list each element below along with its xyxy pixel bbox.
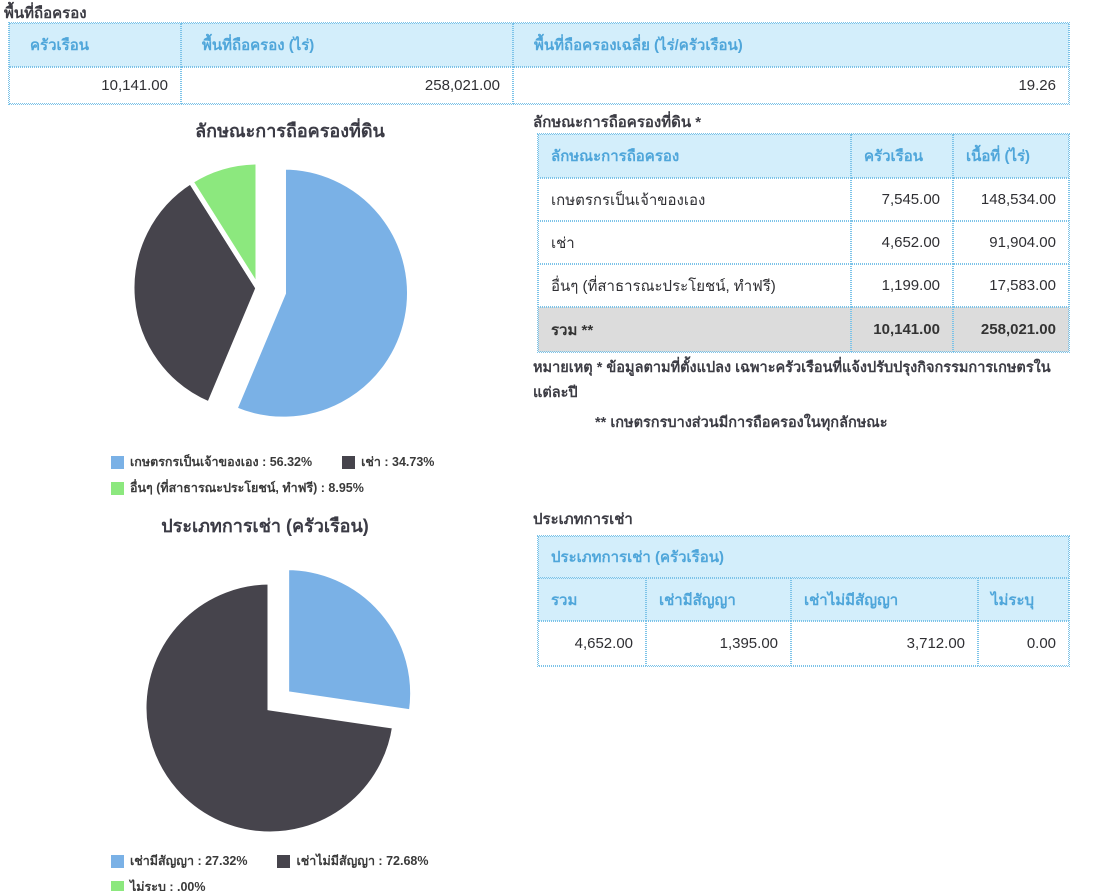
pie-slice-1[interactable] [141,579,398,837]
legend-item-other[interactable]: อื่นๆ (ที่สาธารณะประโยชน์, ทำฟรี) : 8.95… [111,478,364,498]
legend-item-owner[interactable]: เกษตรกรเป็นเจ้าของเอง : 56.32% [111,452,312,472]
area-col-area: พื้นที่ถือครอง (ไร่) [181,23,513,67]
legend-label-other: อื่นๆ (ที่สาธารณะประโยชน์, ทำฟรี) : 8.95… [130,481,364,495]
pie-slice-2[interactable] [187,159,261,297]
holding-table: ลักษณะการถือครอง ครัวเรือน เนื้อที่ (ไร่… [537,133,1070,353]
holding-total-area: 258,021.00 [953,307,1069,352]
legend-label-no-contract: เช่าไม่มีสัญญา : 72.68% [296,854,429,868]
rental-span-header: ประเภทการเช่า (ครัวเรือน) [538,536,1070,578]
holding-col-type: ลักษณะการถือครอง [538,134,851,178]
holding-chart-title: ลักษณะการถือครองที่ดิน [195,121,385,141]
area-table-data-row: 10,141.00 258,021.00 19.26 [9,67,1069,104]
rental-data-row: 4,652.00 1,395.00 3,712.00 0.00 [538,621,1070,666]
rental-col-no-contract: เช่าไม่มีสัญญา [791,578,978,621]
holding-note-2: ** เกษตรกรบางส่วนมีการถือครองในทุกลักษณะ [595,415,888,431]
legend-label-owner: เกษตรกรเป็นเจ้าของเอง : 56.32% [130,455,313,469]
area-average-value: 19.26 [513,67,1069,104]
holding-other-label: อื่นๆ (ที่สาธารณะประโยชน์, ทำฟรี) [538,264,851,307]
pie-slice-1[interactable] [129,177,261,408]
legend-swatch-contract-icon [111,854,124,868]
holding-pie-chart [129,159,412,422]
area-area-value: 258,021.00 [181,67,513,104]
legend-item-contract[interactable]: เช่ามีสัญญา : 27.32% [111,851,247,871]
pie-slice-0[interactable] [231,164,412,422]
legend-label-rent: เช่า : 34.73% [361,455,435,469]
holding-note-1: หมายเหตุ * ข้อมูลตามที่ตั้งแปลง เฉพาะครั… [533,360,1051,401]
holding-owner-area: 148,534.00 [953,178,1069,221]
legend-item-unspecified[interactable]: ไม่ระบุ : .00% [111,877,206,891]
rental-no-contract-value: 3,712.00 [791,621,978,666]
holding-other-households: 1,199.00 [851,264,953,307]
legend-swatch-other-icon [111,481,124,495]
area-households-value: 10,141.00 [9,67,181,104]
holding-rent-area: 91,904.00 [953,221,1069,264]
holding-col-households: ครัวเรือน [851,134,953,178]
legend-swatch-owner-icon [111,455,124,469]
rental-col-contract: เช่ามีสัญญา [646,578,791,621]
area-col-households: ครัวเรือน [9,23,181,67]
holding-row-rent: เช่า 4,652.00 91,904.00 [538,221,1069,264]
legend-item-rent[interactable]: เช่า : 34.73% [342,452,434,472]
holding-row-other: อื่นๆ (ที่สาธารณะประโยชน์, ทำฟรี) 1,199.… [538,264,1069,307]
holding-col-area: เนื้อที่ (ไร่) [953,134,1069,178]
holding-notes: หมายเหตุ * ข้อมูลตามที่ตั้งแปลง เฉพาะครั… [533,356,1068,436]
area-table-header-row: ครัวเรือน พื้นที่ถือครอง (ไร่) พื้นที่ถื… [9,23,1069,67]
pie-slice-0[interactable] [284,565,416,715]
legend-label-contract: เช่ามีสัญญา : 27.32% [130,854,248,868]
legend-swatch-rent-icon [342,455,356,469]
legend-swatch-unspecified-icon [111,880,124,891]
holding-rent-households: 4,652.00 [851,221,953,264]
rental-total-value: 4,652.00 [538,621,646,666]
holding-row-owner: เกษตรกรเป็นเจ้าของเอง 7,545.00 148,534.0… [538,178,1069,221]
legend-label-unspecified: ไม่ระบุ : .00% [130,880,206,891]
rental-span-header-row: ประเภทการเช่า (ครัวเรือน) [538,536,1070,578]
area-col-average: พื้นที่ถือครองเฉลี่ย (ไร่/ครัวเรือน) [513,23,1069,67]
area-section-title: พื้นที่ถือครอง [4,5,87,22]
rental-chart-title: ประเภทการเช่า (ครัวเรือน) [161,516,369,536]
holding-owner-label: เกษตรกรเป็นเจ้าของเอง [538,178,851,221]
holding-chart-legend: เกษตรกรเป็นเจ้าของเอง : 56.32% เช่า : 34… [111,452,521,498]
rental-table-title: ประเภทการเช่า [533,511,633,528]
rental-header-row: รวม เช่ามีสัญญา เช่าไม่มีสัญญา ไม่ระบุ [538,578,1070,621]
area-table: ครัวเรือน พื้นที่ถือครอง (ไร่) พื้นที่ถื… [8,22,1070,105]
holding-owner-households: 7,545.00 [851,178,953,221]
legend-item-no-contract[interactable]: เช่าไม่มีสัญญา : 72.68% [277,851,428,871]
holding-total-row: รวม ** 10,141.00 258,021.00 [538,307,1069,352]
rental-contract-value: 1,395.00 [646,621,791,666]
holding-total-label: รวม ** [538,307,851,352]
holding-total-households: 10,141.00 [851,307,953,352]
holding-other-area: 17,583.00 [953,264,1069,307]
rental-table: ประเภทการเช่า (ครัวเรือน) รวม เช่ามีสัญญ… [537,535,1071,667]
rental-col-total: รวม [538,578,646,621]
rental-pie-chart [141,565,416,837]
holding-table-title: ลักษณะการถือครองที่ดิน * [533,114,702,131]
rental-unspecified-value: 0.00 [978,621,1070,666]
holding-rent-label: เช่า [538,221,851,264]
rental-col-unspecified: ไม่ระบุ [978,578,1070,621]
rental-chart-legend: เช่ามีสัญญา : 27.32% เช่าไม่มีสัญญา : 72… [111,851,521,891]
legend-swatch-no-contract-icon [277,854,291,868]
holding-header-row: ลักษณะการถือครอง ครัวเรือน เนื้อที่ (ไร่… [538,134,1069,178]
